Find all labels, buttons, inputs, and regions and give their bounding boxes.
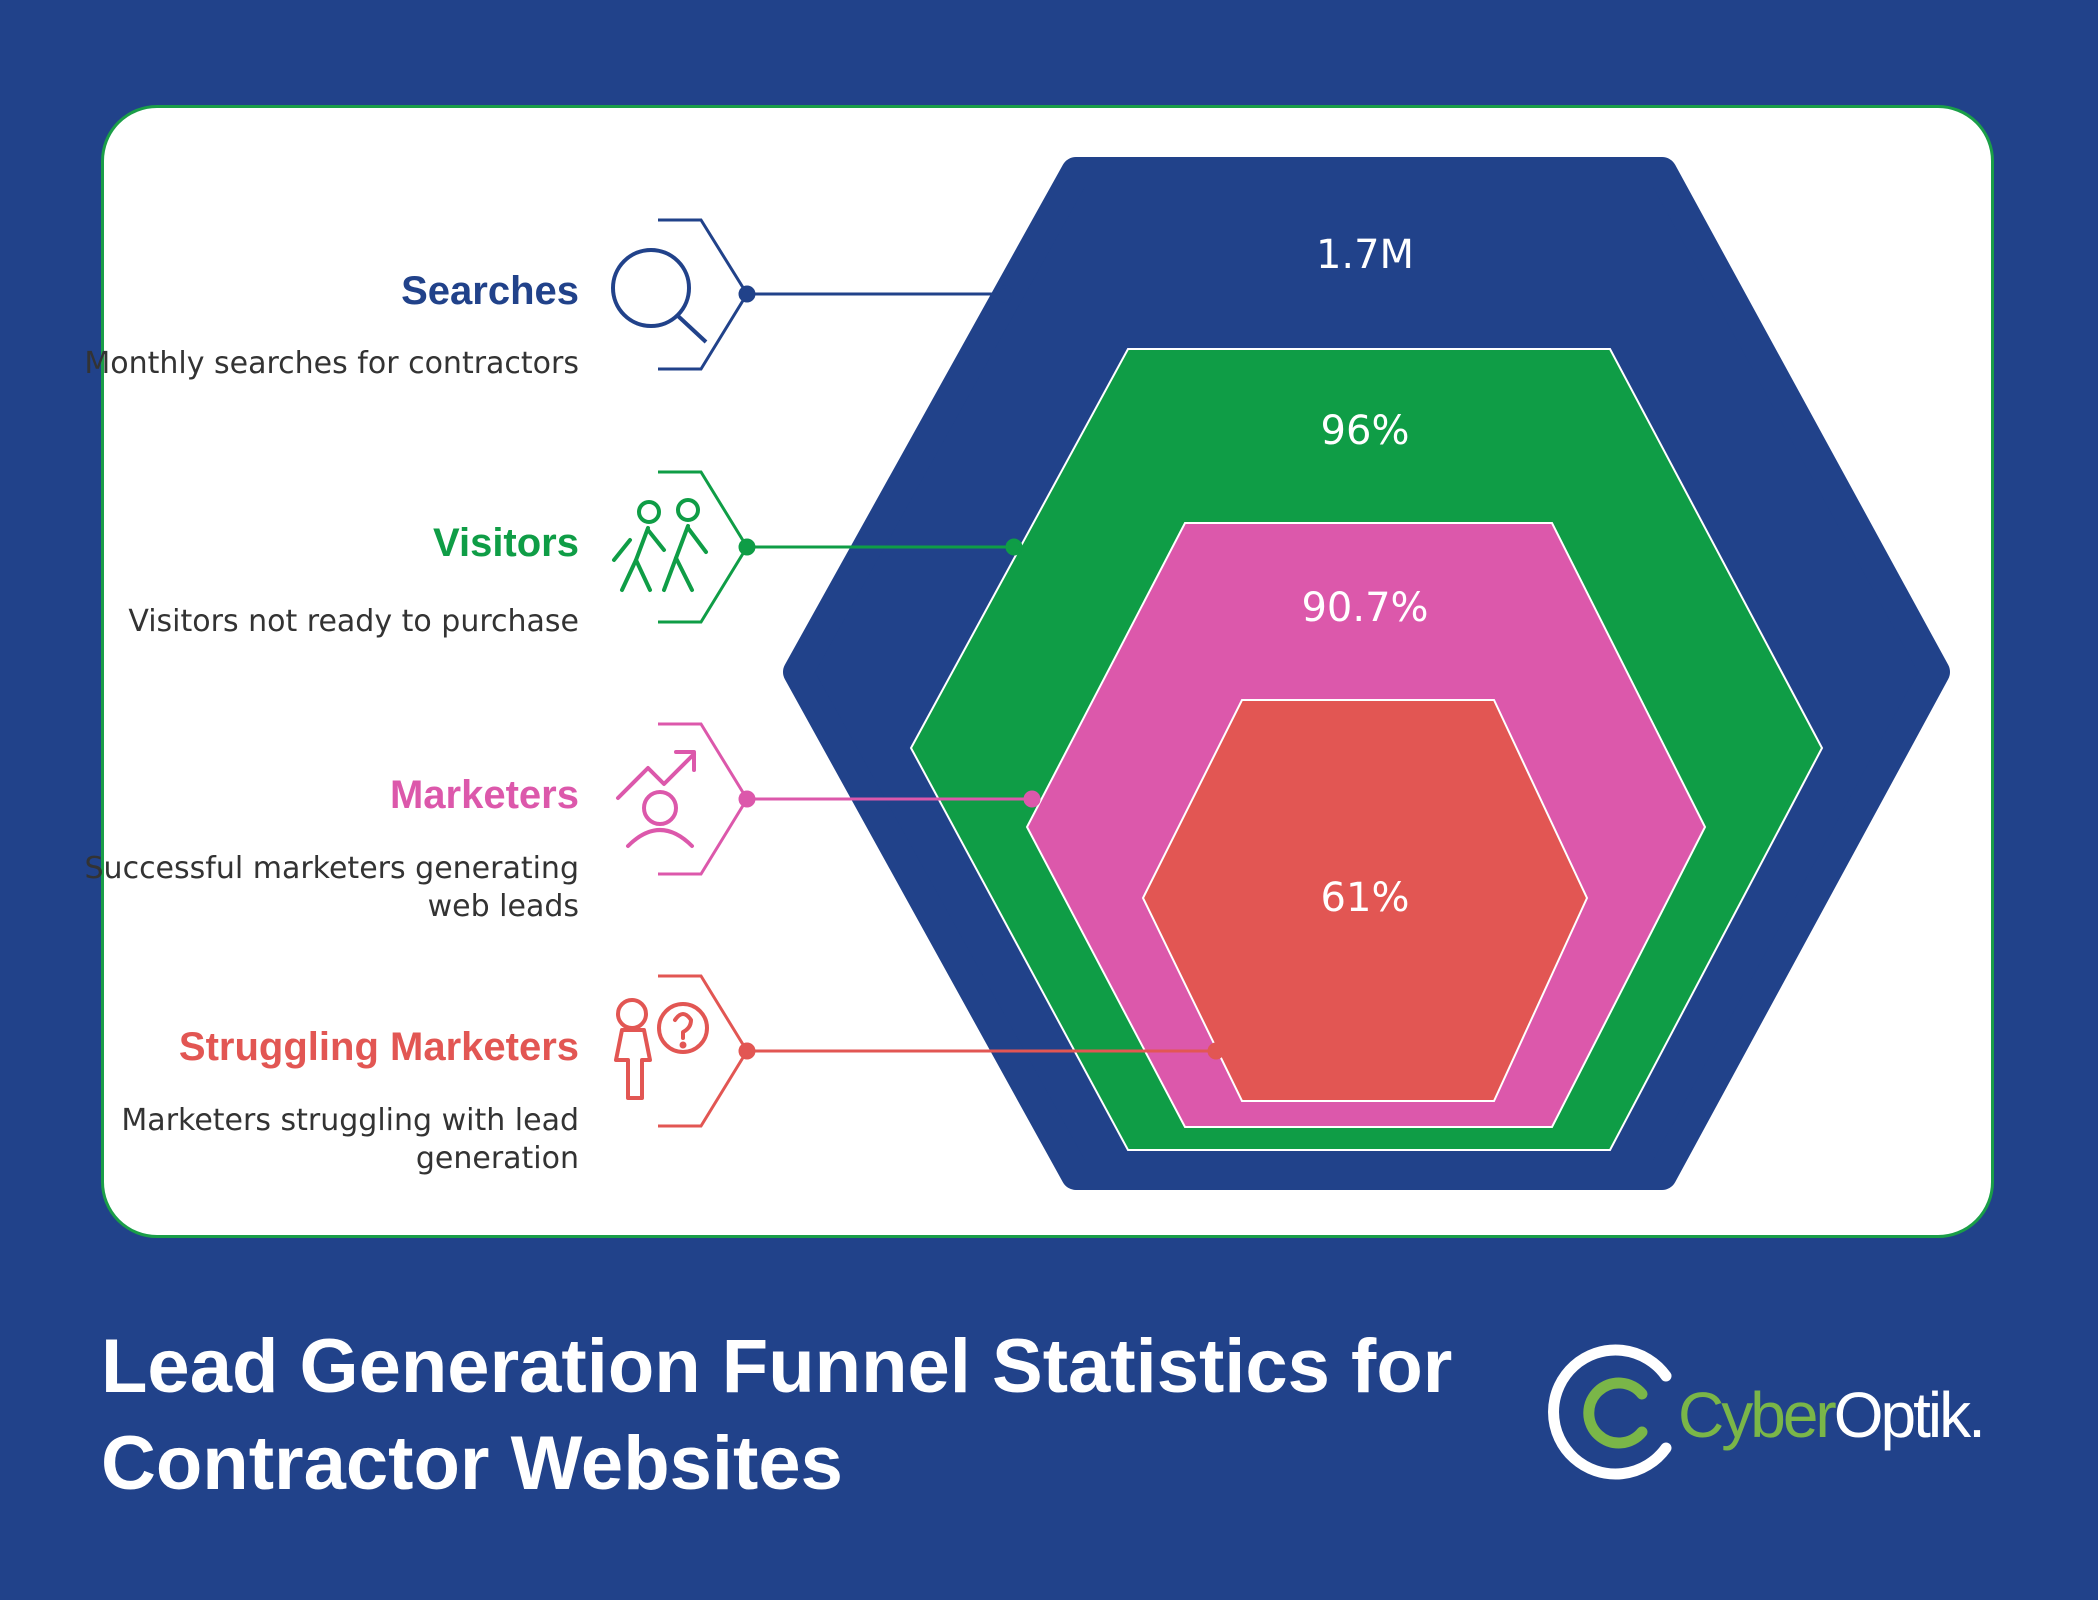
value-marketers: 90.7% [1301,585,1429,631]
growth-person-icon [616,750,696,848]
stage-label-marketers: Marketers [389,773,579,817]
question-person-icon [614,998,709,1100]
value-visitors: 96% [1320,408,1410,454]
stage-label-searches: Searches [401,269,579,313]
value-searches: 1.7M [1315,232,1415,278]
stage-description-visitors: Visitors not ready to purchase [128,604,579,639]
cyberoptik-logo-icon [1548,1344,1672,1480]
stage-description-searches: Monthly searches for contractors [84,346,579,381]
stage-label-visitors: Visitors [433,521,579,565]
logo-text-cyber: Cyber [1678,1379,1837,1451]
cyberoptik-logo: CyberOptik. [1678,1378,1986,1452]
value-struggling-marketers: 61% [1320,875,1410,921]
stage-description-struggling-marketers: Marketers struggling with lead generatio… [121,1103,579,1176]
stage-description-marketers: Successful marketers generating web lead… [84,851,579,924]
magnifier-icon [611,248,708,344]
logo-text-optik: Optik. [1833,1379,1986,1451]
page-title: Lead Generation Funnel Statistics for Co… [101,1324,1453,1506]
stage-label-struggling-marketers: Struggling Marketers [178,1025,579,1069]
walking-people-icon [612,498,708,592]
connector-struggling-marketers [658,974,1225,1128]
connector-visitors [658,470,1023,624]
hexagon-struggling-marketers [1141,699,1589,1102]
connector-marketers [658,722,1041,876]
connector-searches [658,218,1014,371]
